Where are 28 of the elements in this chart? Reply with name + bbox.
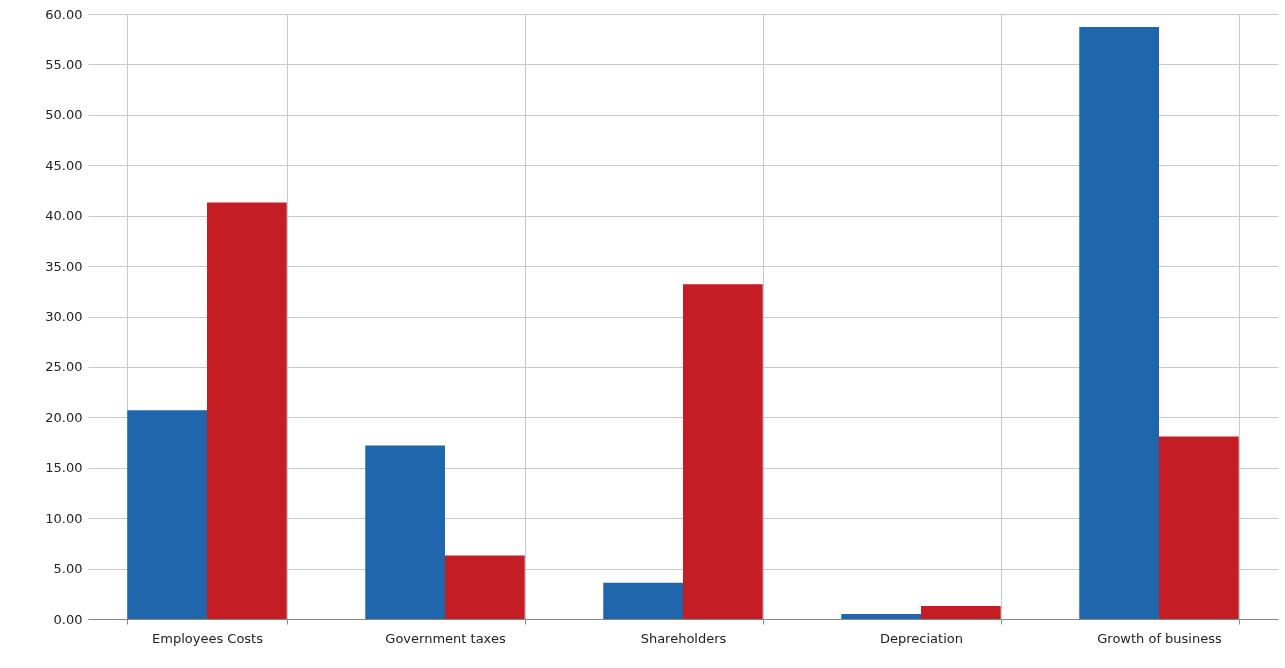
bar xyxy=(365,445,445,619)
bar xyxy=(207,202,287,619)
y-tick-label: 45.00 xyxy=(45,157,83,173)
y-tick-label: 55.00 xyxy=(45,56,83,72)
bar xyxy=(1159,436,1239,619)
y-tick-label: 20.00 xyxy=(45,409,83,425)
y-tick-label: 35.00 xyxy=(45,258,83,274)
y-tick-label: 60.00 xyxy=(45,6,83,22)
y-tick-label: 30.00 xyxy=(45,309,83,324)
bar xyxy=(127,410,207,619)
bar xyxy=(1079,27,1159,619)
bar xyxy=(683,284,763,619)
x-tick-label: Shareholders xyxy=(640,630,727,646)
y-tick-label: 40.00 xyxy=(45,208,83,224)
x-tick-label: Employees Costs xyxy=(152,630,264,646)
y-tick-label: 15.00 xyxy=(45,460,83,476)
x-tick-label: Growth of business xyxy=(1097,630,1222,646)
x-tick-label: Government taxes xyxy=(385,630,506,646)
bar xyxy=(445,555,525,619)
bar xyxy=(841,613,921,619)
y-tick-label: 10.00 xyxy=(45,510,83,526)
bar xyxy=(603,582,683,619)
y-tick-label: 0.00 xyxy=(53,611,83,627)
y-tick-label: 25.00 xyxy=(45,359,83,375)
x-tick-label: Depreciation xyxy=(880,630,963,646)
y-tick-label: 50.00 xyxy=(45,107,83,123)
y-tick-label: 5.00 xyxy=(53,561,83,577)
bar xyxy=(921,605,1001,619)
